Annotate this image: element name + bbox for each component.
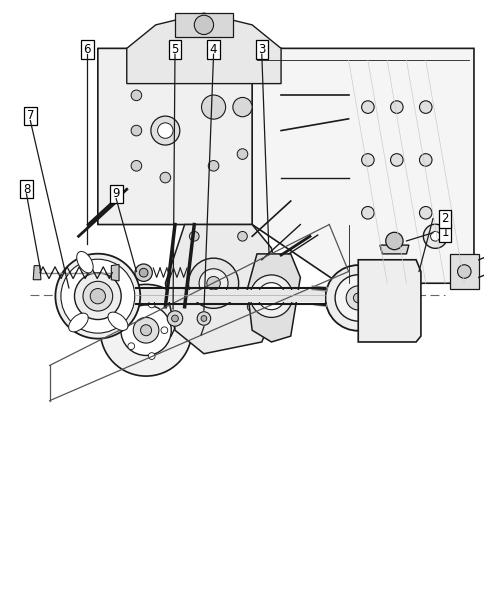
Circle shape bbox=[361, 153, 373, 166]
FancyBboxPatch shape bbox=[98, 48, 281, 225]
Circle shape bbox=[232, 97, 252, 117]
Circle shape bbox=[419, 206, 431, 219]
Text: 7: 7 bbox=[27, 109, 34, 122]
Circle shape bbox=[121, 305, 171, 355]
Circle shape bbox=[197, 312, 210, 325]
Polygon shape bbox=[379, 245, 408, 254]
Circle shape bbox=[100, 284, 192, 376]
Circle shape bbox=[151, 116, 180, 145]
Circle shape bbox=[325, 265, 390, 331]
Ellipse shape bbox=[108, 312, 128, 330]
Ellipse shape bbox=[69, 313, 88, 332]
Text: 4: 4 bbox=[210, 43, 217, 56]
Polygon shape bbox=[252, 48, 473, 283]
Circle shape bbox=[334, 275, 380, 321]
Circle shape bbox=[247, 302, 257, 312]
Circle shape bbox=[131, 90, 141, 101]
Circle shape bbox=[200, 316, 206, 322]
Polygon shape bbox=[247, 254, 300, 342]
Circle shape bbox=[361, 101, 373, 113]
Circle shape bbox=[188, 258, 238, 309]
Text: 3: 3 bbox=[257, 43, 265, 56]
Circle shape bbox=[128, 343, 135, 349]
Circle shape bbox=[237, 231, 247, 241]
Circle shape bbox=[135, 264, 152, 281]
Text: 9: 9 bbox=[112, 188, 120, 201]
Ellipse shape bbox=[76, 251, 93, 273]
Circle shape bbox=[194, 15, 213, 35]
Circle shape bbox=[83, 281, 112, 311]
Circle shape bbox=[456, 265, 470, 278]
Circle shape bbox=[206, 277, 220, 290]
Circle shape bbox=[430, 231, 439, 241]
Circle shape bbox=[75, 273, 121, 320]
Circle shape bbox=[160, 172, 170, 183]
Circle shape bbox=[250, 275, 292, 317]
Polygon shape bbox=[33, 266, 41, 280]
Circle shape bbox=[208, 160, 218, 171]
Circle shape bbox=[189, 231, 199, 241]
Polygon shape bbox=[165, 225, 281, 354]
Circle shape bbox=[419, 153, 431, 166]
Circle shape bbox=[180, 290, 189, 300]
Circle shape bbox=[148, 353, 155, 359]
Polygon shape bbox=[126, 13, 281, 84]
Circle shape bbox=[257, 283, 284, 310]
Circle shape bbox=[140, 324, 151, 336]
Circle shape bbox=[237, 149, 247, 159]
Circle shape bbox=[128, 311, 135, 317]
Polygon shape bbox=[136, 290, 325, 302]
Text: 6: 6 bbox=[83, 43, 91, 56]
Circle shape bbox=[167, 311, 182, 326]
Circle shape bbox=[390, 101, 402, 113]
Circle shape bbox=[133, 317, 159, 343]
Circle shape bbox=[171, 315, 178, 322]
Circle shape bbox=[361, 206, 373, 219]
Text: 8: 8 bbox=[23, 183, 30, 196]
Circle shape bbox=[131, 125, 141, 136]
Circle shape bbox=[201, 95, 225, 119]
Circle shape bbox=[353, 293, 363, 303]
Circle shape bbox=[90, 289, 105, 304]
Text: 5: 5 bbox=[171, 43, 178, 56]
Circle shape bbox=[346, 286, 369, 310]
Circle shape bbox=[385, 232, 402, 250]
Circle shape bbox=[61, 259, 135, 333]
Polygon shape bbox=[358, 260, 420, 342]
Circle shape bbox=[55, 254, 140, 339]
Circle shape bbox=[161, 327, 167, 333]
Circle shape bbox=[131, 160, 141, 171]
Circle shape bbox=[199, 269, 227, 298]
Circle shape bbox=[423, 224, 447, 248]
Circle shape bbox=[139, 268, 148, 277]
Circle shape bbox=[419, 101, 431, 113]
Polygon shape bbox=[449, 254, 478, 289]
Polygon shape bbox=[175, 13, 232, 37]
Circle shape bbox=[390, 153, 402, 166]
Circle shape bbox=[157, 123, 173, 138]
Text: 2: 2 bbox=[440, 212, 448, 225]
Text: 1: 1 bbox=[440, 226, 448, 240]
Circle shape bbox=[148, 301, 155, 308]
Polygon shape bbox=[111, 264, 119, 281]
